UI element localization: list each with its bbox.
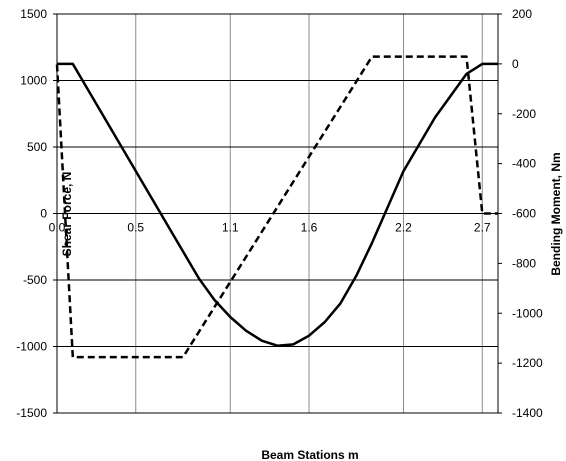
series-layer — [55, 55, 498, 359]
series-0-line — [57, 62, 498, 347]
y-left-axis-title: Shear Force, N — [60, 172, 74, 257]
x-tick-label: 2.2 — [395, 221, 412, 235]
y-right-axis-title: Bending Moment, Nm — [549, 152, 563, 275]
y-right-tick-label: -200 — [512, 107, 536, 121]
y-right-tick-label: -1000 — [512, 306, 543, 320]
y-right-tick-label: 200 — [512, 7, 532, 21]
x-tick-label: 0.0 — [49, 221, 66, 235]
y-right-tick-label: -800 — [512, 256, 536, 270]
x-tick-label: 2.7 — [474, 221, 491, 235]
y-right-tick-label: -600 — [512, 207, 536, 221]
series-1-line — [55, 55, 498, 359]
y-left-tick-label: 0 — [40, 207, 47, 221]
y-right-tick-label: -400 — [512, 157, 536, 171]
x-tick-label: 1.6 — [301, 221, 318, 235]
x-tick-label: 1.1 — [222, 221, 239, 235]
x-tick-label: 0.5 — [127, 221, 144, 235]
y-left-tick-label: -500 — [23, 273, 47, 287]
y-left-tick-labels: 1500 1000 500 0 -500 -1000 -1500 — [16, 7, 47, 420]
y-left-tick-label: -1500 — [16, 406, 47, 420]
y-left-tick-label: 500 — [27, 140, 47, 154]
y-right-tick-labels: 200 0 -200 -400 -600 -800 -1000 -1200 -1400 — [512, 7, 543, 420]
y-right-tick-label: 0 — [512, 57, 519, 71]
y-right-tick-label: -1400 — [512, 406, 543, 420]
x-tick-labels: 0.0 0.5 1.1 1.6 2.2 2.7 — [49, 221, 491, 235]
y-right-tick-label: -1200 — [512, 356, 543, 370]
grid-lines — [56, 13, 498, 414]
y-left-tick-label: 1500 — [20, 7, 47, 21]
y-left-tick-label: -1000 — [16, 340, 47, 354]
x-axis-title: Beam Stations m — [261, 448, 358, 461]
y-left-tick-label: 1000 — [20, 74, 47, 88]
